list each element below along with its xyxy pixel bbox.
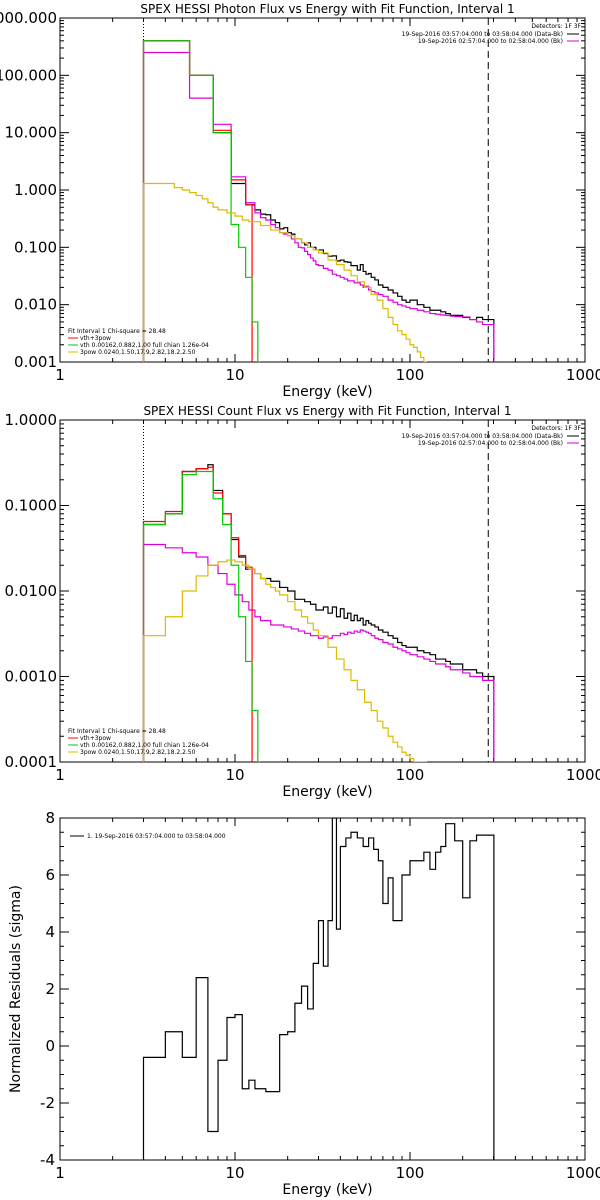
time-interval-label: 19-Sep-2016 02:57:04.000 to 02:58:04.000… [418, 440, 563, 447]
y-tick-label: 0.0001 [5, 753, 58, 771]
series-line-5 [142, 182, 428, 362]
legend-entry: vth+3pow [80, 335, 111, 342]
y-tick-label: 1.0000 [5, 411, 58, 429]
plot-frame [59, 817, 586, 1161]
chart-panel-1: 1 10 100 1000 0.001 0.010 0.100 1.000 10.000 100.… [0, 2, 600, 400]
y-tick-label: 8 [45, 809, 55, 827]
y-tick-label: 0.001 [14, 353, 57, 371]
legend-entry: 3pow 0.0240,1.50,17.9,2.82,18.2,2.50 [80, 349, 196, 356]
y-axis-label: Normalized Residuals (sigma) [8, 885, 24, 1093]
x-tick-label: 1000 [566, 766, 600, 784]
x-axis-label: Energy (keV) [282, 384, 372, 400]
legend-entry: vth 0.00162,0.882,1.00 full chian 1.26e-… [80, 342, 209, 349]
x-tick-label: 10 [225, 766, 244, 784]
chart-title: SPEX HESSI Count Flux vs Energy with Fit… [143, 404, 511, 418]
series-line-5 [142, 559, 428, 762]
x-axis-label: Energy (keV) [282, 1182, 372, 1198]
chart-panel-3: 1 10 100 1000 -4 -2 0 2 4 6 8 Energy (keV) Normalize… [8, 809, 600, 1198]
legend-entry: Fit Interval 1 Chi-square = 28.48 [68, 328, 166, 335]
series-line-4 [142, 40, 261, 362]
x-tick-label: 100 [396, 366, 425, 384]
x-tick-label: 10 [225, 366, 244, 384]
time-interval-label: 19-Sep-2016 03:57:04.000 to 03:58:04.000… [402, 31, 563, 38]
series-line-2 [142, 543, 495, 762]
series-group [142, 40, 495, 362]
series-line-4 [142, 470, 261, 762]
chart-title: SPEX HESSI Photon Flux vs Energy with Fi… [140, 2, 514, 16]
y-tick-label: 100.000 [0, 66, 57, 84]
chart-panel-2: 1 10 100 1000 0.0001 0.0010 0.0100 0.1000 1.0000… [5, 404, 600, 800]
y-tick-label: 2 [45, 980, 55, 998]
x-axis-label: Energy (keV) [282, 784, 372, 800]
y-tick-label: 0.0010 [5, 668, 58, 686]
y-tick-label: 0.010 [14, 296, 57, 314]
legend-entry: 1. 19-Sep-2016 03:57:04.000 to 03:58:04.… [87, 833, 226, 840]
legend-entry: vth 0.00162,0.882,1.00 full chian 1.26e-… [80, 742, 209, 749]
legend-entry: Fit Interval 1 Chi-square = 28.48 [68, 728, 166, 735]
x-tick-label: 1 [55, 366, 65, 384]
y-tick-label: 6 [45, 866, 55, 884]
x-tick-label: 1000 [566, 1164, 600, 1182]
series-line-1 [142, 818, 495, 1160]
y-tick-label: 4 [45, 923, 55, 941]
detectors-label: Detectors: 1F 3F [531, 23, 581, 30]
x-tick-label: 10 [225, 1164, 244, 1182]
y-tick-label: 0.0100 [5, 582, 58, 600]
y-tick-label: 0.1000 [5, 497, 58, 515]
y-tick-label: -2 [40, 1094, 55, 1112]
y-tick-label: -4 [40, 1151, 55, 1169]
y-tick-label: 0.100 [14, 238, 57, 256]
legend-entry: vth+3pow [80, 735, 111, 742]
time-interval-label: 19-Sep-2016 02:57:04.000 to 02:58:04.000… [418, 38, 563, 45]
x-tick-label: 100 [396, 766, 425, 784]
series-group [142, 464, 495, 762]
series-line-3 [142, 466, 253, 762]
x-tick-label: 1 [55, 766, 65, 784]
plot-frame [59, 17, 586, 363]
detectors-label: Detectors: 1F 3F [531, 425, 581, 432]
time-interval-label: 19-Sep-2016 03:57:04.000 to 03:58:04.000… [402, 433, 563, 440]
series-line-3 [142, 40, 253, 362]
y-tick-label: 1.000 [14, 181, 57, 199]
legend-entry: 3pow 0.0240,1.50,17.9,2.82,18.2,2.50 [80, 749, 196, 756]
x-tick-label: 100 [396, 1164, 425, 1182]
y-tick-label: 1000.000 [0, 9, 57, 27]
series-group [142, 818, 495, 1160]
series-line-2 [142, 51, 495, 362]
x-tick-label: 1 [55, 1164, 65, 1182]
y-tick-label: 0 [45, 1037, 55, 1055]
series-line-1 [142, 464, 495, 762]
y-tick-label: 10.000 [5, 124, 58, 142]
plot-frame [59, 419, 586, 763]
x-tick-label: 1000 [566, 366, 600, 384]
